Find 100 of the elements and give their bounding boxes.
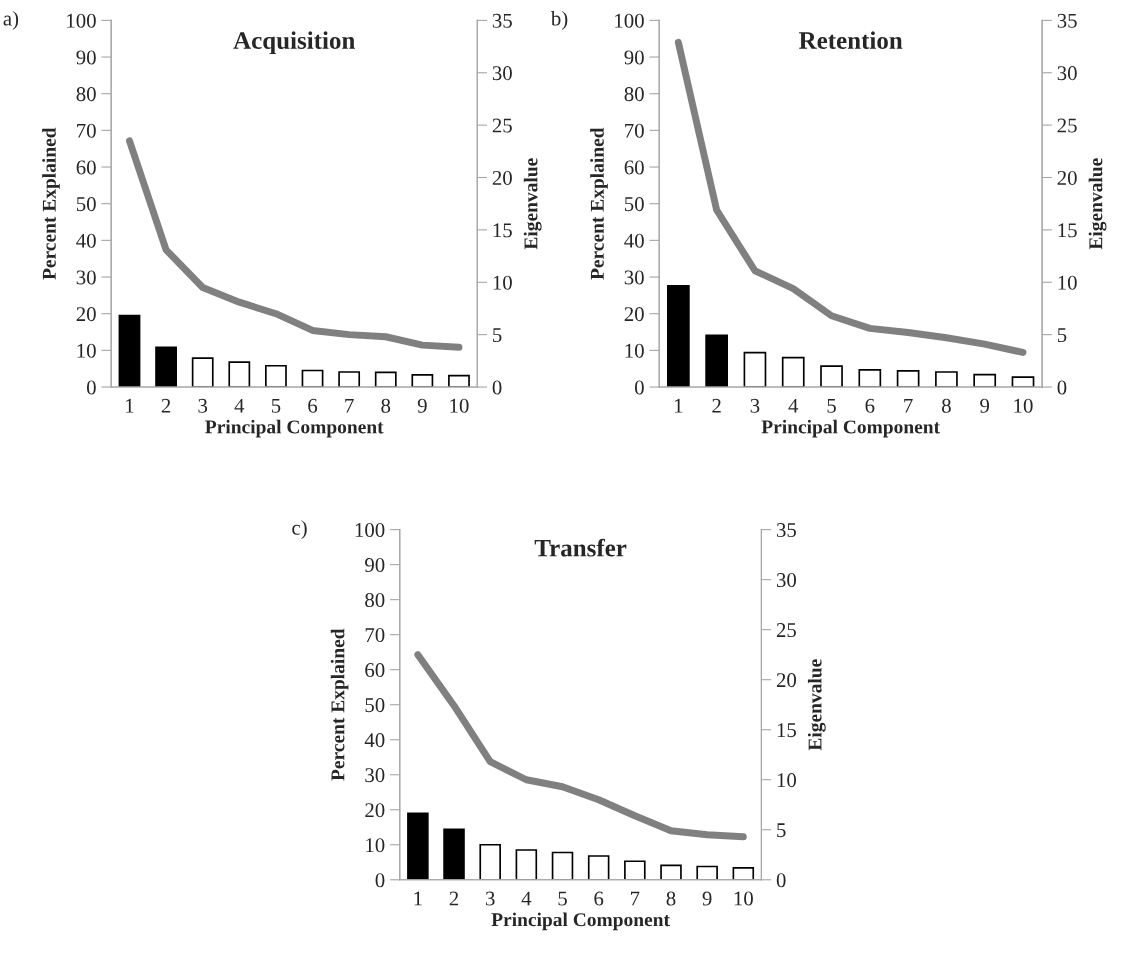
bar [443,828,465,880]
x-tick-label: 1 [674,398,683,413]
y2-tick-label: 35 [492,13,512,28]
bar [666,284,690,388]
chart-title: Transfer [534,538,627,557]
y2-tick-label: 30 [1057,66,1077,81]
bar [228,361,251,388]
bar [551,851,574,880]
x-tick-label: 7 [904,398,913,413]
x-tick-label: 5 [558,891,567,906]
y2-tick-label: 25 [1057,118,1077,133]
bar [448,374,470,388]
bar [743,351,767,388]
x-tick-label: 2 [712,398,721,413]
text: a) [3,10,19,30]
x-axis-title: Principal Component [205,419,384,438]
y-tick-label: 70 [365,628,385,643]
y-tick-label: 30 [624,270,644,285]
bar [705,334,729,388]
y-tick-label: 30 [365,768,385,783]
y-tick-label: 20 [624,307,644,322]
y-tick-label: 60 [76,160,96,175]
x-tick-label: 9 [980,398,990,413]
y-tick-label: 90 [76,50,96,65]
y-tick-label: 0 [635,380,644,395]
x-tick-label: 10 [450,398,469,413]
y-tick-label: 10 [625,343,644,358]
chart-title: Retention [799,31,903,49]
bar [660,864,682,880]
y2-tick-label: 10 [777,773,797,788]
y-tick-label: 40 [76,233,96,248]
bar [374,371,397,388]
bar [820,365,843,388]
y-tick-label: 70 [77,123,96,138]
y-tick-label: 0 [375,873,385,888]
y2-tick-label: 0 [1057,380,1067,395]
y-tick-label: 100 [615,13,644,28]
x-axis-title: Principal Component [491,912,670,931]
y-tick-label: 80 [76,87,96,102]
y2-tick-label: 15 [1058,223,1077,238]
x-tick-label: 5 [271,398,281,413]
y-tick-label: 20 [76,307,96,322]
x-tick-label: 1 [126,398,134,413]
y-tick-label: 60 [365,663,385,678]
y-axis-title: Percent Explained [330,628,349,781]
y-tick-label: 40 [624,233,644,248]
x-tick-label: 8 [666,891,676,906]
y2-axis-title: Eigenvalue [523,158,542,250]
y2-tick-label: 5 [1057,328,1067,343]
y-tick-label: 10 [366,838,385,853]
bar [411,374,434,388]
x-tick-label: 7 [631,891,640,906]
y-tick-label: 100 [67,13,96,28]
y-tick-label: 50 [625,197,644,212]
bar [407,812,429,880]
y2-tick-label: 5 [777,823,786,838]
x-tick-label: 4 [788,398,799,413]
y2-axis-title: Eigenvalue [1088,158,1107,250]
text: c) [292,520,307,540]
x-tick-label: 3 [485,891,495,906]
bar [973,373,997,388]
y2-tick-label: 0 [776,873,786,888]
y-axis-title: Percent Explained [590,127,608,280]
y2-tick-label: 15 [493,223,512,238]
y-tick-label: 50 [365,698,385,713]
bar [587,855,610,880]
bar [858,368,882,388]
y-tick-label: 80 [365,593,385,608]
y2-tick-label: 30 [492,66,512,81]
y-tick-label: 30 [76,270,96,285]
bar [624,860,646,880]
x-tick-label: 3 [750,398,760,413]
x-tick-label: 10 [734,891,753,906]
y-axis-title: Percent Explained [42,127,60,280]
y2-tick-label: 0 [492,380,502,395]
x-tick-label: 9 [417,398,427,413]
x-tick-label: 2 [449,891,459,906]
bar [338,371,361,388]
bar [118,314,141,388]
y2-tick-label: 25 [776,623,796,638]
y-tick-label: 90 [365,558,385,573]
x-tick-label: 9 [702,891,712,906]
y2-tick-label: 30 [776,573,797,588]
bar [479,843,501,880]
bar [732,867,755,880]
text: b) [550,10,568,30]
y-tick-label: 20 [365,803,385,818]
bar [265,364,287,388]
y2-tick-label: 10 [493,275,512,290]
y2-axis-title: Eigenvalue [807,659,826,751]
bar [301,369,324,388]
y2-tick-label: 15 [777,723,796,738]
x-axis-title: Principal Component [761,419,940,438]
bar [896,370,920,388]
bar [515,849,538,880]
x-tick-label: 6 [308,398,318,413]
y2-tick-label: 25 [492,118,512,133]
x-tick-label: 6 [865,398,875,413]
y2-tick-label: 20 [1057,170,1077,185]
x-tick-label: 5 [827,398,836,413]
